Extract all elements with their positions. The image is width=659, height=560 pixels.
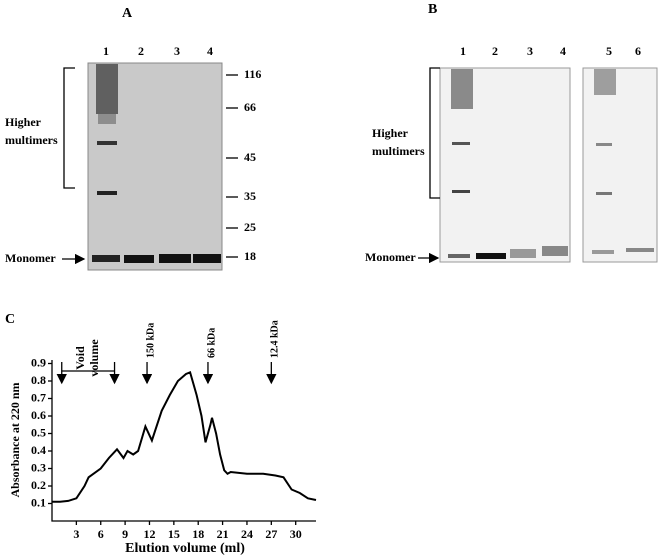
x-tick-label: 21 [217, 527, 229, 541]
marker-label: 35 [244, 189, 256, 203]
lane-label: 6 [635, 44, 641, 58]
bracket-label: multimers [372, 144, 425, 158]
y-tick-label: 0.7 [31, 390, 46, 404]
y-tick-label: 0.4 [31, 443, 46, 457]
bracket-label: Higher [5, 115, 42, 129]
x-tick-label: 24 [241, 527, 253, 541]
void-label: Void [73, 346, 87, 370]
lane-label: 4 [207, 44, 213, 58]
x-axis-label: Elution volume (ml) [125, 541, 245, 556]
annotation: 12.4 kDa [270, 320, 281, 358]
bracket-label: multimers [5, 133, 58, 147]
x-tick-label: 9 [122, 527, 128, 541]
lane-label: 5 [606, 44, 612, 58]
y-tick-label: 0.2 [31, 478, 46, 492]
x-tick-label: 6 [98, 527, 104, 541]
lane-label: 2 [138, 44, 144, 58]
y-tick-label: 0.6 [31, 408, 46, 422]
monomer-label: Monomer [5, 251, 56, 265]
lane-label: 3 [174, 44, 180, 58]
panel-label: C [5, 312, 15, 327]
marker-label: 116 [244, 67, 261, 81]
axes [51, 360, 316, 522]
x-tick-label: 12 [143, 527, 155, 541]
y-axis-label: Absorbance at 220 nm [8, 382, 22, 497]
marker-label: 45 [244, 150, 256, 164]
lane-label: 1 [103, 44, 109, 58]
x-tick-label: 27 [265, 527, 277, 541]
annotation: 150 kDa [145, 323, 156, 358]
line [52, 370, 317, 503]
annotation: 66 kDa [206, 328, 217, 358]
x-tick-label: 30 [290, 527, 302, 541]
bracket-label: Higher [372, 126, 409, 140]
panel-label: A [122, 6, 133, 21]
y-tick-label: 0.1 [31, 495, 46, 509]
gel-b [439, 67, 658, 263]
y-tick-label: 0.3 [31, 460, 46, 474]
lane-label: 4 [560, 44, 566, 58]
bracket [429, 67, 440, 199]
y-tick-label: 0.5 [31, 425, 46, 439]
marker-label: 18 [244, 249, 256, 263]
monomer-label: Monomer [365, 250, 416, 264]
x-tick-label: 18 [192, 527, 204, 541]
bracket [63, 67, 75, 189]
gel-a [87, 62, 223, 271]
lane-label: 1 [460, 44, 466, 58]
x-tick-label: 15 [168, 527, 180, 541]
marker-label: 66 [244, 100, 256, 114]
y-tick-label: 0.9 [31, 355, 46, 369]
void-label: volume [87, 339, 101, 377]
panel-label: B [428, 2, 437, 17]
lane-label: 2 [492, 44, 498, 58]
x-tick-label: 3 [73, 527, 79, 541]
lane-label: 3 [527, 44, 533, 58]
marker-label: 25 [244, 220, 256, 234]
y-tick-label: 0.8 [31, 373, 46, 387]
